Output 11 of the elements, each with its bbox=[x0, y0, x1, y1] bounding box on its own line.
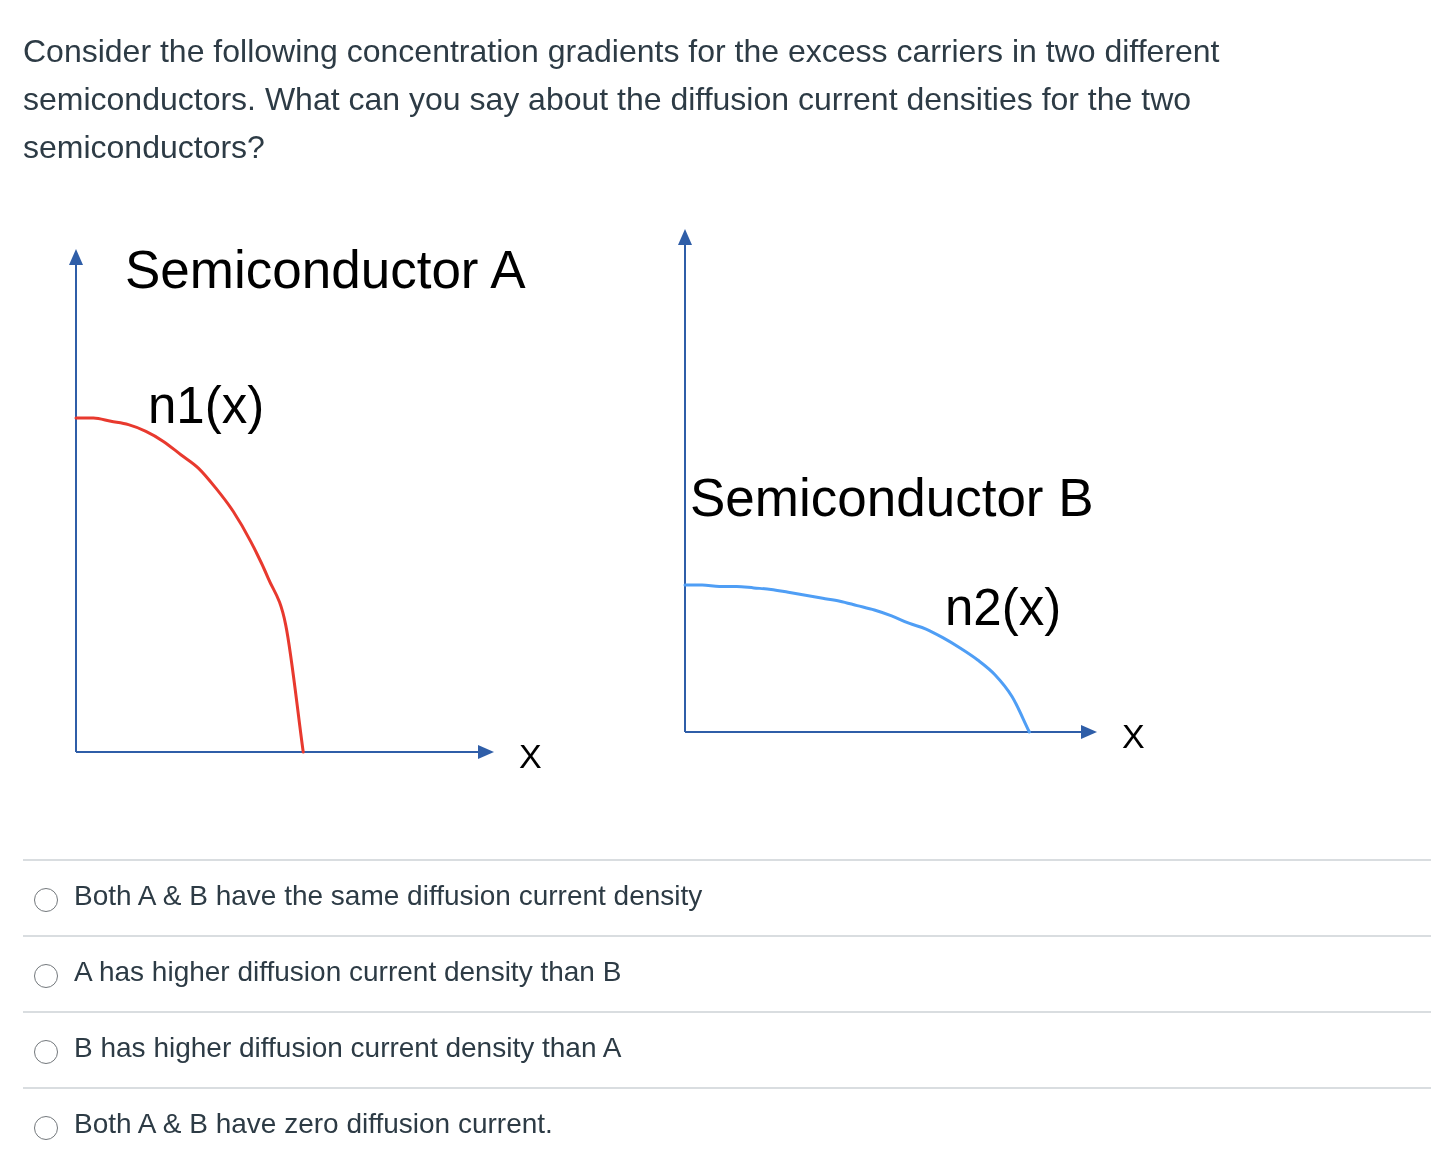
text: A has higher diffusion current density than B bbox=[74, 955, 622, 989]
text: Both A & B have the same diffusion current density bbox=[74, 879, 703, 913]
x-axis-title: X bbox=[1122, 717, 1145, 755]
text: B has higher diffusion current density than A bbox=[74, 1031, 622, 1065]
series-label: n1(x) bbox=[148, 377, 265, 434]
x-axis-title: X bbox=[519, 737, 542, 775]
text: Both A & B have zero diffusion current. bbox=[74, 1107, 553, 1141]
text: Consider the following concentration gradients for the excess carriers in two different semiconductors. What can you say about the diffusion current densities for the two semiconductors? bbox=[23, 32, 1221, 167]
series-label: n2(x) bbox=[945, 579, 1062, 636]
chart-title: Semiconductor B bbox=[690, 468, 1094, 527]
chart-title: Semiconductor A bbox=[125, 240, 526, 299]
